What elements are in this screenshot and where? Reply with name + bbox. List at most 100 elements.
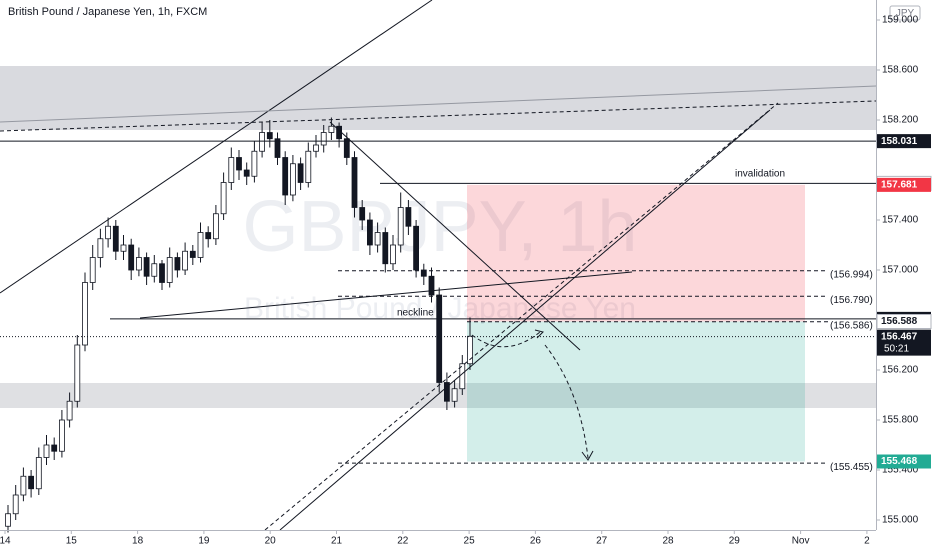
candle-body	[467, 335, 473, 365]
trend-line	[139, 271, 633, 319]
price-tag	[877, 329, 931, 356]
candle-body	[405, 207, 412, 227]
candle-body	[51, 444, 58, 452]
x-tick-label: 28	[662, 536, 674, 547]
candle-body	[74, 344, 81, 402]
candle-body	[43, 444, 50, 458]
annotation: neckline	[397, 308, 434, 319]
candle-body	[243, 169, 250, 177]
y-tick-label: 158.600	[882, 65, 919, 76]
position	[467, 184, 805, 462]
price-tag	[877, 134, 931, 149]
projection-arrow	[471, 331, 541, 348]
price-tags: 158.031157.693157.681156.609156.588156.4…	[876, 134, 932, 469]
risk-zone	[467, 184, 805, 322]
x-tick-label: 22	[397, 536, 409, 547]
y-tick-label: 155.800	[882, 415, 919, 426]
price-tag-label: 157.681	[881, 180, 918, 191]
levels: (156.994) (156.790) (156.586) (155.455)	[338, 269, 873, 473]
candle-body	[212, 213, 219, 240]
chart-title: British Pound / Japanese Yen, 1h, FXCM	[8, 6, 207, 18]
candle-body	[297, 163, 304, 183]
currency-box	[889, 5, 921, 21]
candle-body	[35, 457, 42, 490]
candle-body	[120, 244, 127, 252]
channel-line	[264, 102, 779, 531]
y-tick-label: 155.000	[882, 515, 919, 526]
candle-body	[390, 244, 396, 265]
candle-body	[112, 225, 119, 252]
price-tag	[876, 314, 932, 329]
y-tick-label: 155.400	[882, 465, 919, 476]
axis: 159.000 158.600 158.200 157.400 157.000 156.2…	[0, 15, 919, 547]
trend-line	[0, 100, 877, 132]
x-tick-label: Nov	[792, 536, 810, 547]
x-tick-label: 21	[331, 536, 343, 547]
price-tag-label: 156.467	[881, 331, 918, 342]
price-tag-label: 156.588	[881, 316, 918, 327]
level-label: (156.994)	[830, 269, 873, 280]
candle-body	[174, 257, 181, 271]
candle-body	[282, 157, 289, 196]
candle-body	[328, 125, 335, 133]
candle-body	[413, 225, 420, 271]
candle-body	[289, 163, 296, 196]
candle-body	[259, 132, 266, 152]
candle-body	[274, 138, 281, 158]
countdown: 50:21	[884, 343, 909, 354]
y-tick-label: 158.200	[882, 115, 919, 126]
candle-body	[374, 232, 381, 246]
drawings	[0, 66, 876, 408]
candle-body	[320, 132, 327, 146]
candle-body	[236, 157, 242, 171]
level-label: (156.790)	[830, 295, 873, 306]
x-tick-label: 29	[729, 536, 741, 547]
candle-body	[305, 150, 312, 183]
x-tick-label: 18	[132, 536, 144, 547]
watermark-symbol: GBPJPY, 1h	[243, 187, 638, 267]
candle-body	[189, 250, 196, 258]
price-tag	[877, 454, 931, 469]
candle-body	[59, 419, 65, 452]
candle-body	[89, 257, 96, 283]
candle-body	[436, 294, 443, 383]
level-label: (156.586)	[830, 320, 873, 331]
y-tick-label: 156.200	[882, 365, 919, 376]
channel-line	[279, 109, 771, 531]
candle-body	[351, 157, 358, 208]
x-tick-label: 2	[864, 536, 870, 547]
candle-body	[366, 219, 373, 246]
price-tag	[877, 177, 931, 192]
candle-body	[66, 400, 73, 421]
candle-body	[135, 257, 142, 271]
candle-body	[20, 475, 27, 496]
candle-body	[313, 144, 319, 152]
candle-body	[251, 150, 258, 177]
trend-line	[0, 0, 433, 294]
price-tag-label: 158.031	[881, 136, 918, 147]
projection-arrow	[544, 344, 589, 459]
level-label: (155.455)	[830, 462, 873, 473]
candle-body	[228, 157, 235, 183]
x-tick-label: 14	[0, 536, 11, 547]
x-tick-label: 25	[464, 536, 476, 547]
candle-body	[97, 238, 104, 258]
support-zone	[0, 383, 876, 408]
candle-body	[128, 244, 135, 271]
annotation: invalidation	[735, 169, 785, 180]
candle-body	[82, 282, 88, 346]
watermark: GBPJPY, 1h British Pound / Japanese Yen	[243, 187, 638, 325]
y-tick-label: 157.000	[882, 265, 919, 276]
candle-body	[105, 225, 111, 240]
arrow-head	[534, 329, 544, 339]
candle-body	[397, 207, 404, 246]
x-tick-label: 19	[198, 536, 210, 547]
candles	[5, 117, 473, 533]
candle-body	[166, 257, 173, 283]
candle-body	[12, 494, 19, 515]
candle-body	[197, 232, 204, 258]
trend-line	[329, 121, 581, 351]
x-tick-label: 15	[66, 536, 78, 547]
currency: JPY	[896, 8, 915, 19]
